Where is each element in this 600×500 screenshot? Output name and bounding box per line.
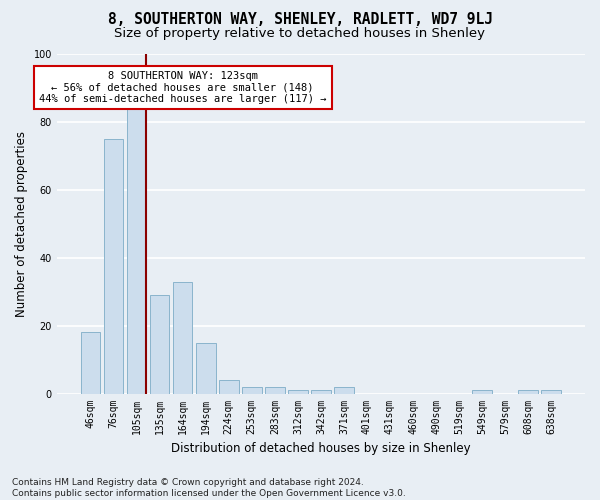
- Bar: [196, 342, 215, 394]
- Bar: [173, 282, 193, 394]
- Bar: [311, 390, 331, 394]
- Bar: [81, 332, 100, 394]
- Bar: [288, 390, 308, 394]
- Text: Contains HM Land Registry data © Crown copyright and database right 2024.
Contai: Contains HM Land Registry data © Crown c…: [12, 478, 406, 498]
- Bar: [127, 108, 146, 394]
- Bar: [334, 387, 354, 394]
- Bar: [541, 390, 561, 394]
- X-axis label: Distribution of detached houses by size in Shenley: Distribution of detached houses by size …: [171, 442, 471, 455]
- Bar: [472, 390, 492, 394]
- Bar: [150, 295, 169, 394]
- Text: 8, SOUTHERTON WAY, SHENLEY, RADLETT, WD7 9LJ: 8, SOUTHERTON WAY, SHENLEY, RADLETT, WD7…: [107, 12, 493, 28]
- Text: 8 SOUTHERTON WAY: 123sqm
← 56% of detached houses are smaller (148)
44% of semi-: 8 SOUTHERTON WAY: 123sqm ← 56% of detach…: [39, 71, 326, 104]
- Y-axis label: Number of detached properties: Number of detached properties: [15, 131, 28, 317]
- Bar: [219, 380, 239, 394]
- Bar: [242, 387, 262, 394]
- Bar: [265, 387, 284, 394]
- Bar: [104, 139, 124, 394]
- Text: Size of property relative to detached houses in Shenley: Size of property relative to detached ho…: [115, 28, 485, 40]
- Bar: [518, 390, 538, 394]
